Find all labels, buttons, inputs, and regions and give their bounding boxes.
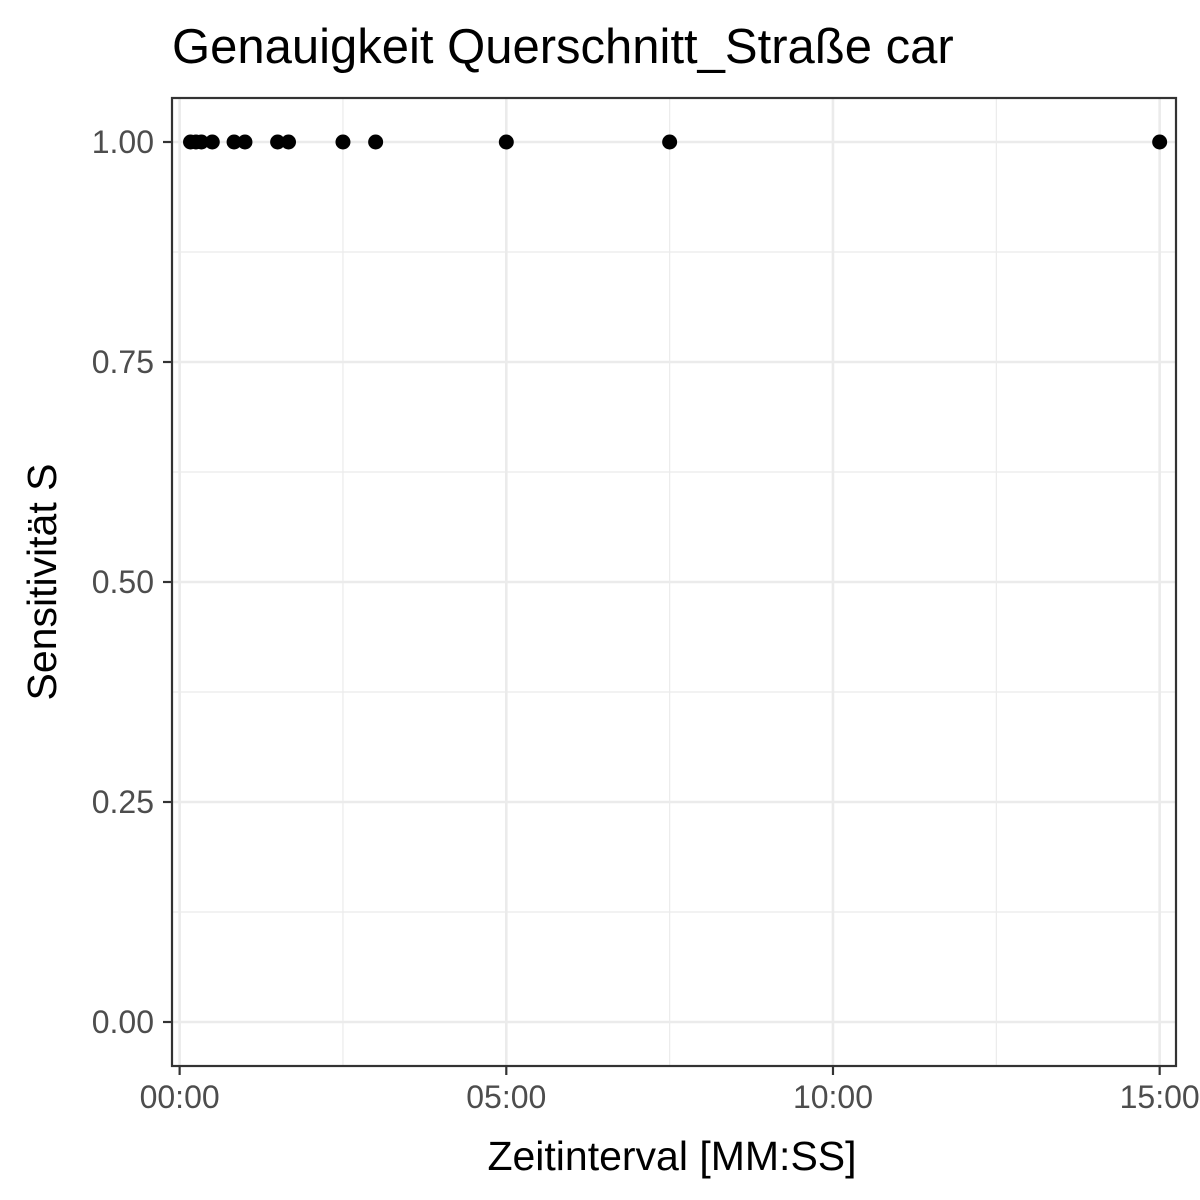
data-point-8 (335, 134, 351, 150)
data-points (183, 134, 1168, 150)
data-point-10 (498, 134, 514, 150)
y-tick-label-1: 0.25 (92, 784, 154, 820)
data-point-12 (1152, 134, 1168, 150)
data-point-6 (270, 134, 286, 150)
y-axis: 0.00 0.25 0.50 0.75 1.00 (92, 124, 172, 1040)
y-tick-label-0: 0.00 (92, 1004, 154, 1040)
y-tick-label-3: 0.75 (92, 344, 154, 380)
x-axis-title: Zeitinterval [MM:SS] (487, 1133, 856, 1179)
data-point-7 (281, 134, 297, 150)
x-tick-label-3: 15:00 (1120, 1079, 1200, 1115)
data-point-11 (662, 134, 678, 150)
y-tick-label-4: 1.00 (92, 124, 154, 160)
x-axis: 00:00 05:00 10:00 15:00 (140, 1066, 1200, 1115)
data-point-3 (204, 134, 220, 150)
y-axis-title: Sensitivität S (19, 464, 65, 701)
chart-title: Genauigkeit Querschnitt_Straße car (172, 20, 954, 74)
data-point-2 (193, 134, 209, 150)
y-tick-label-2: 0.50 (92, 564, 154, 600)
x-tick-label-0: 00:00 (140, 1079, 220, 1115)
x-tick-label-1: 05:00 (466, 1079, 546, 1115)
data-point-5 (237, 134, 253, 150)
data-point-9 (368, 134, 384, 150)
data-point-4 (226, 134, 242, 150)
x-tick-label-2: 10:00 (793, 1079, 873, 1115)
